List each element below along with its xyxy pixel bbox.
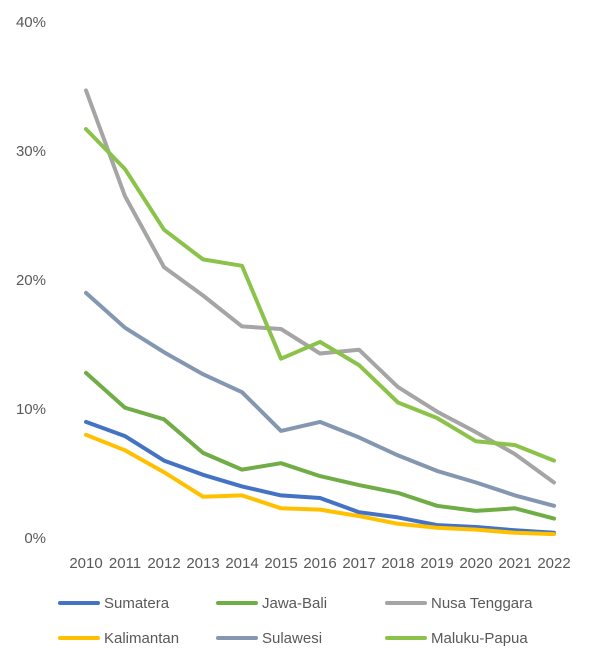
legend: Sumatera Jawa-Bali Nusa Tenggara Kalimantan… xyxy=(58,595,533,647)
x-tick-label: 2020 xyxy=(459,555,492,572)
series-line-kalimantan xyxy=(84,432,556,537)
x-tick-label: 2016 xyxy=(303,555,336,572)
y-tick-label: 40% xyxy=(16,14,46,31)
legend-label-jawa-bali: Jawa-Bali xyxy=(262,595,327,612)
y-tick-label: 20% xyxy=(16,272,46,289)
x-tick-label: 2011 xyxy=(109,555,141,572)
legend-label-sulawesi: Sulawesi xyxy=(262,630,322,647)
x-tick-label: 2017 xyxy=(342,555,375,572)
x-axis: 2010 2011 2012 2013 2014 2015 2016 2017 2018 2019… xyxy=(69,555,570,572)
y-tick-label: 30% xyxy=(16,143,46,160)
y-tick-label: 10% xyxy=(16,401,46,418)
x-tick-label: 2010 xyxy=(69,555,102,572)
y-axis: 0% 10% 20% 30% 40% xyxy=(16,14,46,547)
legend-label-nusa-tenggara: Nusa Tenggara xyxy=(431,595,533,612)
series-line-jawa-bali xyxy=(84,370,556,521)
x-tick-label: 2022 xyxy=(537,555,570,572)
x-tick-label: 2018 xyxy=(381,555,414,572)
legend-label-kalimantan: Kalimantan xyxy=(104,630,179,647)
x-tick-label: 2019 xyxy=(420,555,453,572)
legend-label-maluku-papua: Maluku-Papua xyxy=(431,630,528,647)
x-tick-label: 2021 xyxy=(498,555,531,572)
series-line-maluku-papua xyxy=(84,127,556,463)
x-tick-label: 2014 xyxy=(225,555,258,572)
series-line-nusa-tenggara xyxy=(84,88,556,485)
series-line-sulawesi xyxy=(84,290,556,508)
x-tick-label: 2015 xyxy=(264,555,297,572)
series-lines xyxy=(84,88,556,537)
series-line-sumatera xyxy=(84,419,556,535)
y-tick-label: 0% xyxy=(24,530,46,547)
x-tick-label: 2012 xyxy=(147,555,180,572)
legend-label-sumatera: Sumatera xyxy=(104,595,170,612)
x-tick-label: 2013 xyxy=(186,555,219,572)
